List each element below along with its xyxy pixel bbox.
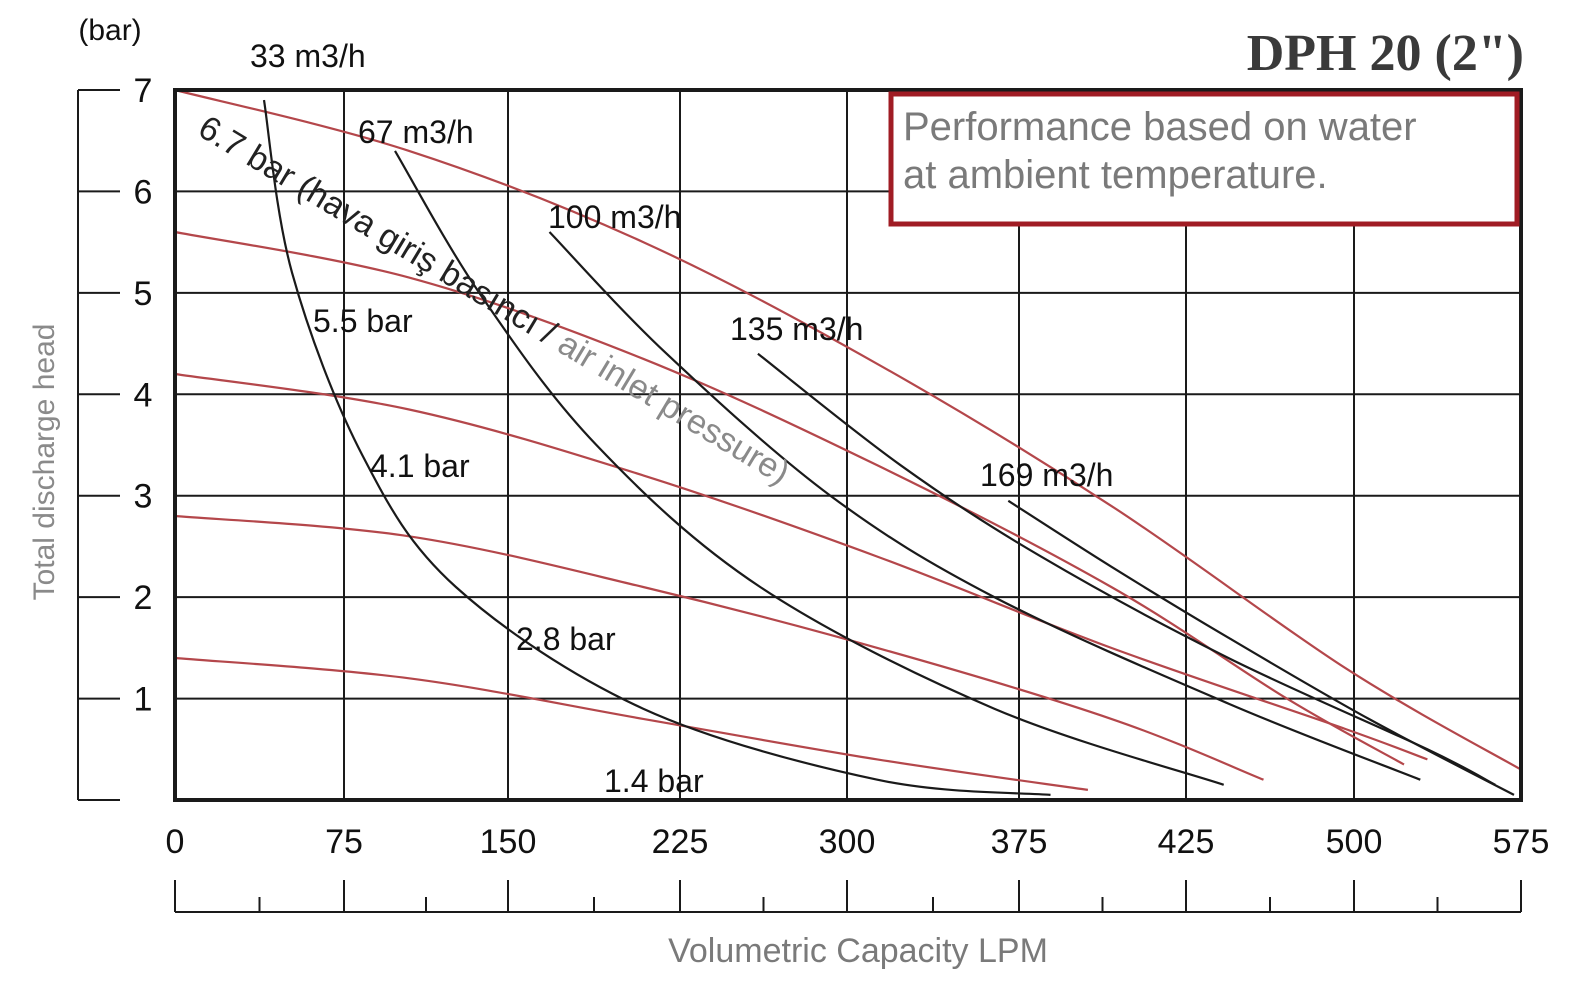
label-33-m3h: 33 m3/h: [250, 38, 366, 74]
y-tick-label-5: 5: [134, 275, 153, 313]
note-box: Performance based on water at ambient te…: [888, 91, 1520, 227]
y-tick-label-4: 4: [134, 376, 153, 414]
note-line-2: at ambient temperature.: [903, 153, 1328, 197]
chart-title: DPH 20 (2"): [1247, 25, 1524, 82]
y-axis-label: Total discharge head: [28, 324, 61, 601]
y-tick-label-3: 3: [134, 478, 153, 516]
pressure-curve-6-7-bar: [174, 88, 1522, 771]
pressure-curve-5-5-bar: [174, 230, 1405, 766]
flow-curve-169-m3-h: [1007, 499, 1515, 796]
flow-curve-100-m3-h: [548, 231, 1421, 781]
pressure-curve-1-4-bar: [174, 656, 1089, 791]
pressure-curves: [174, 88, 1522, 791]
label-100-m3h: 100 m3/h: [548, 199, 681, 235]
x-tick-label-300: 300: [819, 823, 876, 861]
x-tick-label-225: 225: [652, 823, 709, 861]
curve-labels: 33 m3/h 67 m3/h 100 m3/h 135 m3/h 169 m3…: [250, 38, 1113, 799]
flow-curve-33-m3-h: [262, 99, 1051, 796]
y-axis-unit: (bar): [78, 14, 141, 47]
label-135-m3h: 135 m3/h: [730, 311, 863, 347]
x-tick-label-500: 500: [1326, 823, 1383, 861]
plot-frame: [173, 88, 1523, 802]
x-axis-label: Volumetric Capacity LPM: [668, 932, 1048, 970]
flow-curve-67-m3-h: [394, 150, 1225, 786]
label-67-m3h: 67 m3/h: [358, 114, 474, 150]
pressure-series-label: 6.7 bar (hava giriş basıncı / air inlet …: [192, 108, 796, 492]
label-1-4-bar: 1.4 bar: [604, 763, 704, 799]
label-4-1-bar: 4.1 bar: [370, 448, 470, 484]
label-2-8-bar: 2.8 bar: [516, 621, 616, 657]
x-tick-label-0: 0: [166, 823, 185, 861]
pressure-curve-2-8-bar: [174, 514, 1264, 781]
label-169-m3h: 169 m3/h: [980, 457, 1113, 493]
y-tick-label-1: 1: [134, 681, 153, 719]
label-5-5-bar: 5.5 bar: [313, 303, 413, 339]
note-line-1: Performance based on water: [903, 105, 1417, 149]
x-tick-label-150: 150: [480, 823, 537, 861]
flow-curves: [262, 99, 1515, 796]
x-axis: 0 75 150 225 300 375 425 500 575: [166, 823, 1550, 913]
y-tick-label-6: 6: [134, 173, 153, 211]
flow-curve-135-m3-h: [757, 352, 1496, 786]
y-tick-label-7: 7: [134, 72, 153, 110]
y-tick-label-2: 2: [134, 579, 153, 617]
x-tick-label-75: 75: [325, 823, 363, 861]
x-tick-label-425: 425: [1158, 823, 1215, 861]
x-tick-label-375: 375: [991, 823, 1048, 861]
x-tick-label-575: 575: [1493, 823, 1550, 861]
pressure-curve-4-1-bar: [174, 372, 1428, 761]
y-axis: 1 2 3 4 5 6 7: [77, 72, 153, 801]
